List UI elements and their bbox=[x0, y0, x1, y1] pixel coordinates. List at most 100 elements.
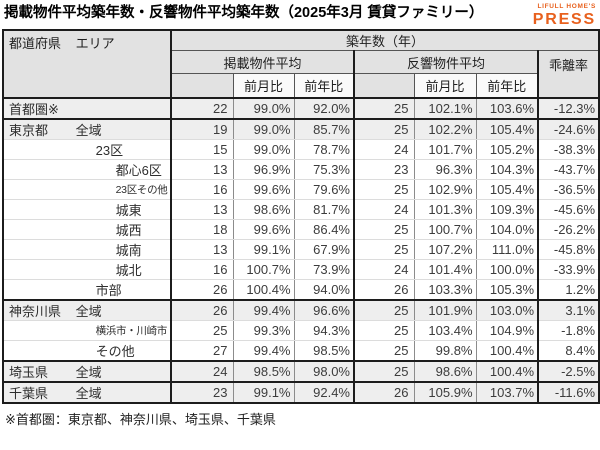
lifull-homes-press-logo: LIFULL HOME'S PRESS bbox=[533, 3, 597, 28]
response-yoy-cell: 105.3% bbox=[475, 279, 539, 301]
listed-yoy-cell: 96.6% bbox=[293, 299, 355, 321]
response-yoy-cell: 103.0% bbox=[475, 299, 539, 321]
divergence-cell: 8.4% bbox=[536, 340, 600, 362]
divergence-cell: -2.5% bbox=[536, 360, 600, 383]
listed-age-cell: 25 bbox=[170, 320, 234, 341]
region-cell: 横浜市・川崎市 bbox=[3, 320, 172, 341]
response-yoy-cell: 105.4% bbox=[475, 179, 539, 200]
response-yoy-cell: 103.6% bbox=[475, 97, 539, 120]
page-title: 掲載物件平均築年数・反響物件平均築年数（2025年3月 賃貸ファミリー） bbox=[4, 5, 484, 21]
table-row: 埼玉県 全域 24 98.5% 98.0% 25 98.6% 100.4% -2… bbox=[3, 360, 600, 383]
listed-age-cell: 22 bbox=[170, 97, 234, 120]
area-header-label: エリア bbox=[75, 36, 115, 51]
response-yoy-cell: 104.0% bbox=[475, 219, 539, 240]
listed-yoy-cell: 94.3% bbox=[293, 320, 355, 341]
area-label: 城北 bbox=[115, 262, 142, 278]
table-row: 首都圏※ 22 99.0% 92.0% 25 102.1% 103.6% -12… bbox=[3, 97, 600, 120]
table-row: 城南 13 99.1% 67.9% 25 107.2% 111.0% -45.8… bbox=[3, 239, 600, 260]
listed-mom-cell: 99.0% bbox=[232, 139, 295, 160]
listed-yoy-cell: 81.7% bbox=[293, 199, 355, 220]
listed-age-cell: 26 bbox=[170, 279, 234, 301]
divergence-cell: -1.8% bbox=[536, 320, 600, 341]
area-label: 全域 bbox=[75, 364, 102, 380]
prefecture-label: 埼玉県 bbox=[9, 364, 49, 380]
listed-yoy-cell: 92.0% bbox=[293, 97, 355, 120]
response-yoy-cell: 111.0% bbox=[475, 239, 539, 260]
response-mom-cell: 102.1% bbox=[413, 97, 477, 120]
listed-yoy-cell: 98.0% bbox=[293, 360, 355, 383]
response-yoy-cell: 104.3% bbox=[475, 159, 539, 180]
listed-mom-cell: 99.1% bbox=[232, 381, 295, 403]
logo-brand-text: LIFULL HOME'S bbox=[537, 3, 596, 10]
region-cell: その他 bbox=[3, 340, 172, 362]
response-age-blank-header bbox=[353, 73, 415, 99]
table-row: 千葉県 全域 23 99.1% 92.4% 26 105.9% 103.7% -… bbox=[3, 381, 600, 403]
table-row: 23区その他 16 99.6% 79.6% 25 102.9% 105.4% -… bbox=[3, 179, 600, 200]
table-row: その他 27 99.4% 98.5% 25 99.8% 100.4% 8.4% bbox=[3, 340, 600, 362]
listed-age-cell: 13 bbox=[170, 199, 234, 220]
divergence-cell: -43.7% bbox=[536, 159, 600, 180]
region-cell: 城西 bbox=[3, 219, 172, 240]
response-age-cell: 24 bbox=[353, 139, 415, 160]
listed-age-cell: 13 bbox=[170, 159, 234, 180]
area-label: その他 bbox=[95, 343, 135, 359]
response-age-cell: 25 bbox=[353, 179, 415, 200]
listed-age-cell: 15 bbox=[170, 139, 234, 160]
divergence-rate-header: 乖離率 bbox=[536, 50, 600, 99]
response-mom-cell: 101.9% bbox=[413, 299, 477, 321]
listed-age-cell: 19 bbox=[170, 118, 234, 140]
listed-mom-cell: 96.9% bbox=[232, 159, 295, 180]
area-label: 横浜市・川崎市 bbox=[95, 325, 168, 337]
listed-age-blank-header bbox=[170, 73, 234, 99]
listed-mom-cell: 99.3% bbox=[232, 320, 295, 341]
response-age-cell: 25 bbox=[353, 239, 415, 260]
table-row: 都心6区 13 96.9% 75.3% 23 96.3% 104.3% -43.… bbox=[3, 159, 600, 180]
divergence-cell: 3.1% bbox=[536, 299, 600, 321]
prefecture-label: 東京都 bbox=[9, 122, 49, 138]
response-mom-cell: 103.4% bbox=[413, 320, 477, 341]
response-mom-cell: 101.3% bbox=[413, 199, 477, 220]
region-cell: 城東 bbox=[3, 199, 172, 220]
response-age-cell: 25 bbox=[353, 219, 415, 240]
prefecture-label: 神奈川県 bbox=[9, 303, 62, 319]
area-label: 23区 bbox=[95, 142, 124, 158]
listed-age-cell: 18 bbox=[170, 219, 234, 240]
response-mom-cell: 99.8% bbox=[413, 340, 477, 362]
area-label: 城西 bbox=[115, 222, 142, 238]
response-mom-cell: 101.7% bbox=[413, 139, 477, 160]
area-label: 城南 bbox=[115, 242, 142, 258]
divergence-cell: -36.5% bbox=[536, 179, 600, 200]
listed-yoy-cell: 92.4% bbox=[293, 381, 355, 403]
listed-mom-cell: 98.5% bbox=[232, 360, 295, 383]
region-cell: 都心6区 bbox=[3, 159, 172, 180]
response-age-cell: 25 bbox=[353, 360, 415, 383]
divergence-cell: -38.3% bbox=[536, 139, 600, 160]
area-label: 全域 bbox=[75, 122, 102, 138]
area-label: 全域 bbox=[75, 385, 102, 401]
response-average-header: 反響物件平均 bbox=[353, 50, 539, 74]
response-yoy-cell: 109.3% bbox=[475, 199, 539, 220]
listed-age-cell: 26 bbox=[170, 299, 234, 321]
response-yoy-cell: 105.2% bbox=[475, 139, 539, 160]
listed-mom-cell: 99.6% bbox=[232, 179, 295, 200]
prefecture-label: 首都圏※ bbox=[9, 101, 59, 117]
region-cell: 市部 bbox=[3, 279, 172, 301]
response-yoy-cell: 100.0% bbox=[475, 259, 539, 280]
prefecture-label: 千葉県 bbox=[9, 385, 49, 401]
listed-yoy-cell: 86.4% bbox=[293, 219, 355, 240]
region-cell: 首都圏※ bbox=[3, 97, 172, 120]
listed-mom-cell: 98.6% bbox=[232, 199, 295, 220]
response-age-cell: 25 bbox=[353, 118, 415, 140]
divergence-cell: -33.9% bbox=[536, 259, 600, 280]
listed-mom-cell: 100.7% bbox=[232, 259, 295, 280]
building-age-table: 都道府県 エリア 築年数（年） 掲載物件平均 反響物件平均 乖離率 前月比 前年… bbox=[2, 29, 600, 404]
response-mom-cell: 102.9% bbox=[413, 179, 477, 200]
response-mom-cell: 105.9% bbox=[413, 381, 477, 403]
region-cell: 千葉県 全域 bbox=[3, 381, 172, 403]
listed-yoy-cell: 79.6% bbox=[293, 179, 355, 200]
area-label: 都心6区 bbox=[115, 162, 162, 178]
response-yoy-cell: 104.9% bbox=[475, 320, 539, 341]
divergence-cell: -12.3% bbox=[536, 97, 600, 120]
region-column-header: 都道府県 エリア bbox=[2, 29, 172, 99]
